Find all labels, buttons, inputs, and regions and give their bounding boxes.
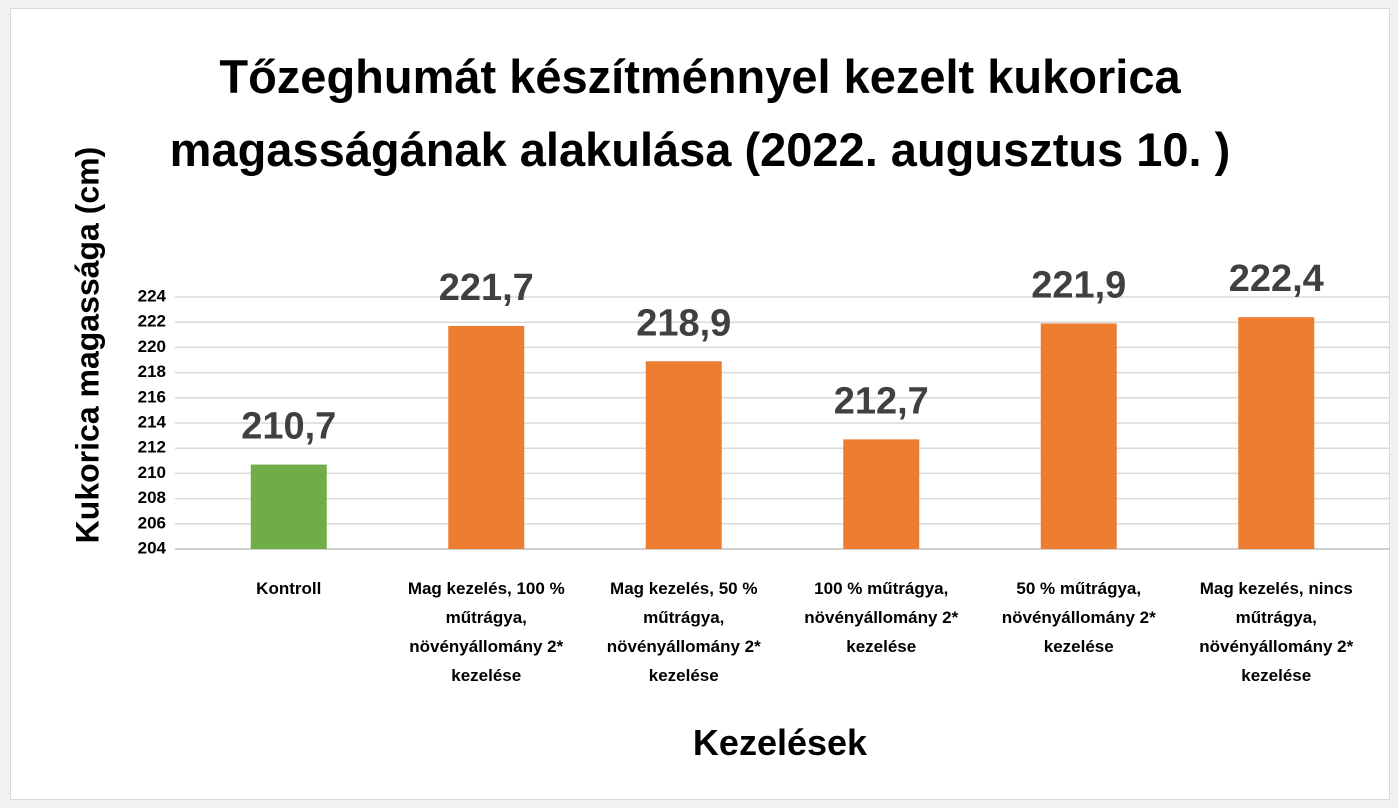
- x-tick-label: 50 % műtrágya, növényállomány 2* kezelés…: [1001, 579, 1156, 656]
- data-label: 218,9: [636, 302, 731, 344]
- bar: [1238, 317, 1315, 549]
- x-tick-label: Mag kezelés, 50 % műtrágya, növényállomá…: [606, 579, 761, 685]
- x-tick-label: Kontroll: [256, 579, 322, 598]
- y-tick-label: 218: [138, 362, 166, 381]
- y-tick-label: 212: [138, 438, 166, 457]
- y-tick-label: 210: [138, 463, 166, 482]
- y-tick-label: 206: [138, 513, 166, 532]
- chart-title: Tőzeghumát készítménnyel kezelt kukorica…: [169, 50, 1231, 176]
- bar: [645, 361, 722, 549]
- data-label: 222,4: [1229, 258, 1324, 300]
- data-label: 210,7: [241, 406, 336, 448]
- y-tick-label: 222: [138, 312, 166, 331]
- data-label: 221,7: [439, 267, 534, 309]
- y-tick-label: 224: [138, 286, 167, 305]
- bar: [1040, 323, 1117, 549]
- y-axis-title: Kukorica magassága (cm): [69, 146, 106, 544]
- y-tick-label: 204: [138, 538, 167, 557]
- bar: [843, 439, 920, 549]
- bar: [448, 325, 525, 549]
- data-label: 221,9: [1031, 264, 1126, 306]
- y-tick-label: 214: [138, 412, 167, 431]
- x-tick-label: Mag kezelés, 100 % műtrágya, növényállom…: [407, 579, 565, 685]
- y-tick-label: 220: [138, 337, 166, 356]
- x-tick-label: Mag kezelés, nincs műtrágya, növényállom…: [1199, 579, 1354, 685]
- x-axis-title: Kezelések: [692, 722, 868, 763]
- x-tick-label: 100 % műtrágya, növényállomány 2* kezelé…: [804, 579, 959, 656]
- y-tick-label: 216: [138, 387, 166, 406]
- bar: [250, 464, 327, 549]
- data-label: 212,7: [834, 380, 929, 422]
- y-tick-label: 208: [138, 488, 166, 507]
